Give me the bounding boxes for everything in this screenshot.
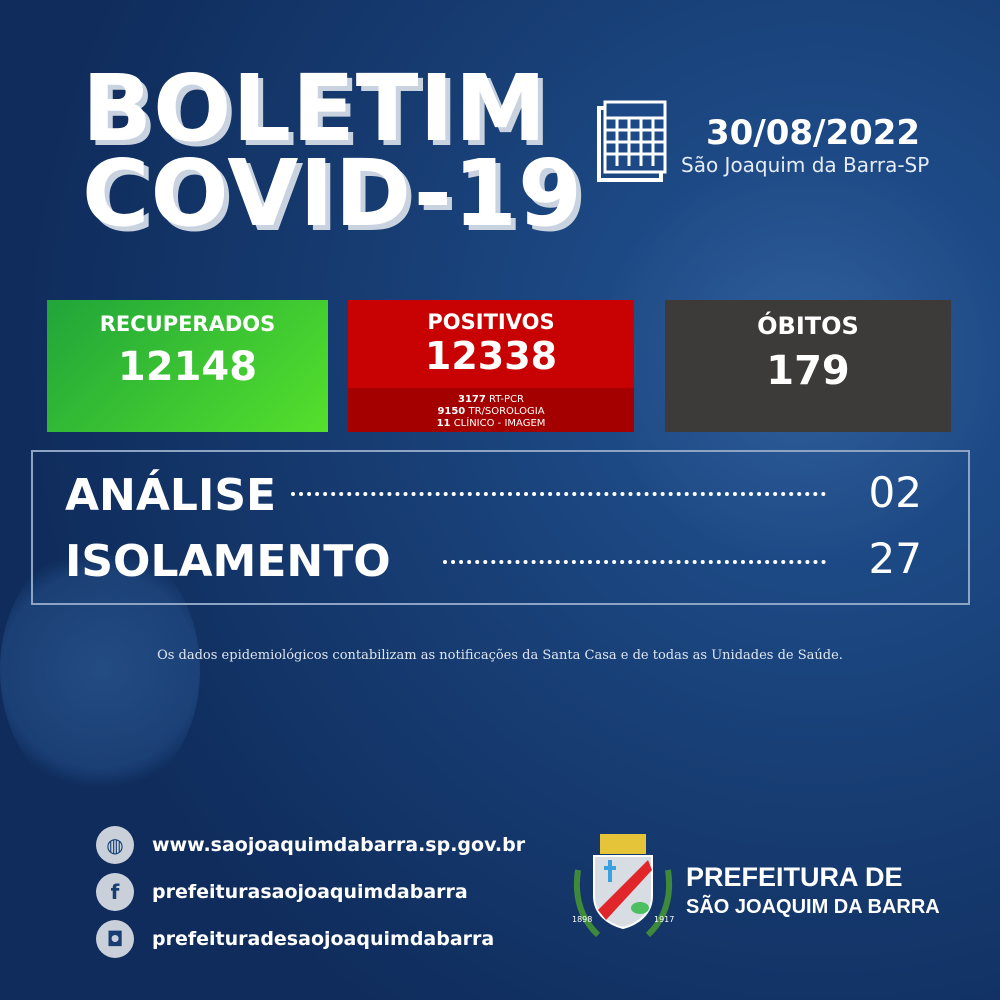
logo-line2: SÃO JOAQUIM DA BARRA bbox=[686, 896, 940, 918]
analise-label: ANÁLISE bbox=[65, 470, 277, 521]
bulletin-date: 30/08/2022 bbox=[706, 113, 921, 153]
obitos-label: ÓBITOS bbox=[757, 312, 859, 340]
city-name: São Joaquim da Barra-SP bbox=[681, 153, 930, 177]
facebook-icon: f bbox=[96, 873, 134, 911]
positivos-label: POSITIVOS bbox=[427, 310, 555, 334]
status-box: ANÁLISE 02 ISOLAMENTO 27 bbox=[31, 450, 970, 605]
globe-icon: ◍ bbox=[96, 826, 134, 864]
card-obitos: ÓBITOS 179 bbox=[665, 300, 951, 432]
card-recuperados: RECUPERADOS 12148 bbox=[47, 300, 328, 432]
isolamento-value: 27 bbox=[868, 534, 922, 583]
analise-value: 02 bbox=[868, 468, 922, 517]
instagram-icon: ◘ bbox=[96, 920, 134, 958]
title-line2: COVID-19 bbox=[82, 140, 583, 247]
breakdown-item: 9150 TR/SOROLOGIA bbox=[437, 406, 545, 417]
logo-line1: PREFEITURA DE bbox=[686, 862, 903, 892]
recuperados-value: 12148 bbox=[117, 344, 258, 390]
obitos-value: 179 bbox=[766, 348, 850, 394]
contact-instagram[interactable]: ◘ prefeituradesaojoaquimdabarra bbox=[96, 920, 494, 958]
virus-decoration bbox=[0, 540, 200, 800]
recuperados-label: RECUPERADOS bbox=[99, 312, 276, 336]
calendar-icon bbox=[597, 100, 667, 182]
contact-website[interactable]: ◍ www.saojoaquimdabarra.sp.gov.br bbox=[96, 826, 525, 864]
breakdown-item: 11 CLÍNICO - IMAGEM bbox=[436, 418, 546, 429]
positivos-value: 12338 bbox=[424, 334, 558, 378]
dotted-leader bbox=[291, 492, 826, 496]
breakdown-item: 3177 RT-PCR bbox=[457, 394, 524, 405]
svg-text:1898: 1898 bbox=[572, 915, 592, 924]
card-positivos: POSITIVOS 12338 3177 RT-PCR 9150 TR/SORO… bbox=[348, 300, 634, 432]
contact-facebook[interactable]: f prefeiturasaojoaquimdabarra bbox=[96, 873, 468, 911]
title-line1: BOLETIM bbox=[82, 55, 548, 162]
footnote: Os dados epidemiológicos contabilizam as… bbox=[157, 648, 843, 663]
isolamento-label: ISOLAMENTO bbox=[65, 536, 391, 587]
dotted-leader bbox=[443, 560, 826, 564]
positivos-breakdown: 3177 RT-PCR 9150 TR/SOROLOGIA 11 CLÍNICO… bbox=[348, 388, 634, 432]
city-coat-of-arms: 1898 1917 bbox=[572, 834, 674, 938]
svg-text:1917: 1917 bbox=[654, 915, 674, 924]
